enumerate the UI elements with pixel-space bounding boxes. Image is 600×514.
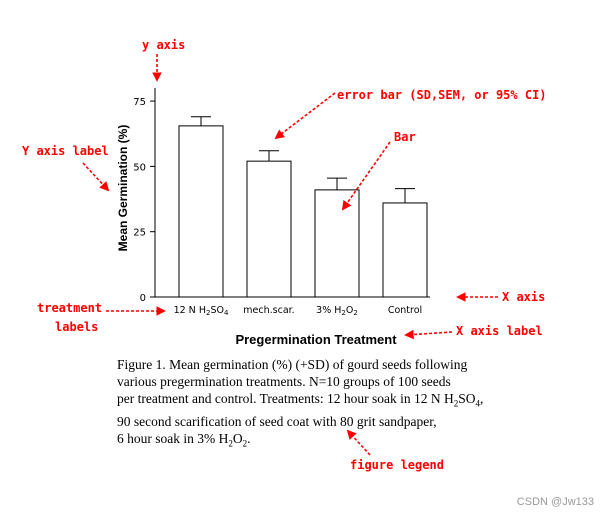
arrow-bar	[341, 141, 391, 211]
arrow-y-axis-label	[82, 162, 110, 192]
error-bar	[395, 188, 415, 203]
annotation-treatment-labels-2: labels	[55, 320, 98, 334]
bars	[178, 116, 428, 298]
y-tick-label: 50	[133, 162, 146, 173]
x-axis-label: Pregermination Treatment	[235, 332, 397, 347]
caption-line: 90 second scarification of seed coat wit…	[117, 413, 437, 429]
watermark: CSDN @Jw133	[516, 496, 594, 508]
category-label: mech.scar.	[243, 305, 294, 316]
arrow-error-bar	[274, 92, 336, 140]
bar	[178, 125, 224, 298]
category-label: Control	[388, 305, 422, 316]
y-axis-ticks: 0 25 50 75	[133, 97, 155, 304]
annotation-y-axis-label: Y axis label	[22, 144, 109, 158]
category-label: 3% H2O2	[316, 305, 358, 317]
annotation-x-axis-label: X axis label	[456, 324, 543, 338]
bar	[314, 189, 360, 298]
bar	[382, 202, 428, 298]
y-tick-label: 25	[133, 228, 146, 239]
annotation-figure-legend: figure legend	[350, 458, 444, 472]
error-bar	[191, 116, 211, 126]
caption-line: Figure 1. Mean germination (%) (+SD) of …	[117, 357, 468, 372]
arrow-x-axis-label	[404, 329, 453, 340]
caption-line: per treatment and control. Treatments: 1…	[117, 391, 484, 409]
y-tick-label: 75	[133, 97, 146, 108]
annotation-error-bar: error bar (SD,SEM, or 95% CI)	[337, 88, 547, 102]
caption-line: 6 hour soak in 3% H2O2.	[117, 430, 251, 449]
annotated-bar-chart: 0 25 50 75 12 N H2SO4 mech.scar. 3% H2O2 Co…	[22, 38, 547, 347]
error-bar	[327, 177, 347, 190]
caption-line: various pregermination treatments. N=10 …	[117, 374, 451, 389]
figure-caption: Figure 1. Mean germination (%) (+SD) of …	[117, 356, 537, 452]
y-tick-label: 0	[140, 293, 146, 304]
annotation-y-axis: y axis	[142, 38, 185, 52]
bar	[246, 160, 292, 298]
annotation-x-axis: X axis	[502, 290, 545, 304]
annotation-treatment-labels-1: treatment	[37, 301, 102, 315]
category-label: 12 N H2SO4	[174, 305, 229, 317]
annotation-bar: Bar	[394, 130, 416, 144]
y-axis-label: Mean Germination (%)	[116, 125, 130, 252]
error-bar	[259, 150, 279, 162]
